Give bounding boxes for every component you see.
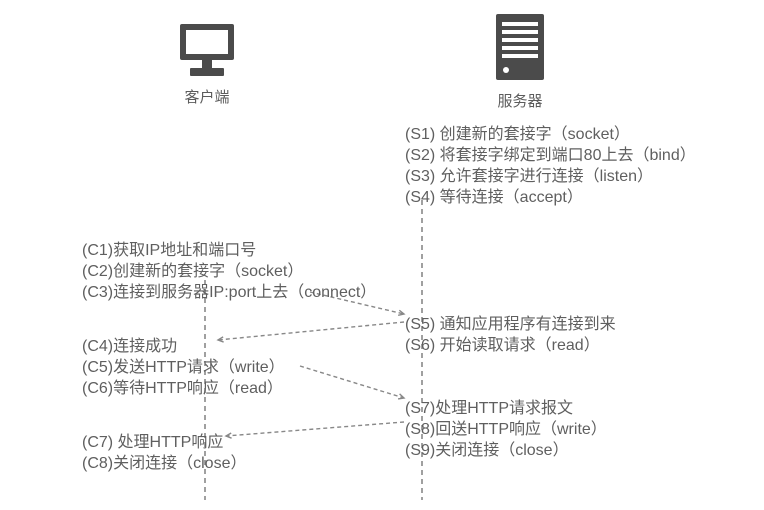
diagram-canvas: 客户端 服务器 (C1)获取IP地址和端口号 (C2)创建新的套接字（socke… (0, 0, 764, 510)
server-icon (490, 12, 550, 84)
step-c8: (C8)关闭连接（close） (82, 449, 246, 473)
step-c3: (C3)连接到服务器IP:port上去（connect） (82, 278, 376, 302)
step-s9: (S9)关闭连接（close） (405, 436, 569, 460)
client-label: 客户端 (172, 86, 242, 107)
step-c6: (C6)等待HTTP响应（read） (82, 374, 283, 398)
step-s6: (S6) 开始读取请求（read） (405, 331, 600, 355)
client-icon (172, 22, 242, 80)
step-s4: (S4) 等待连接（accept） (405, 183, 583, 207)
server-label: 服务器 (490, 90, 550, 111)
